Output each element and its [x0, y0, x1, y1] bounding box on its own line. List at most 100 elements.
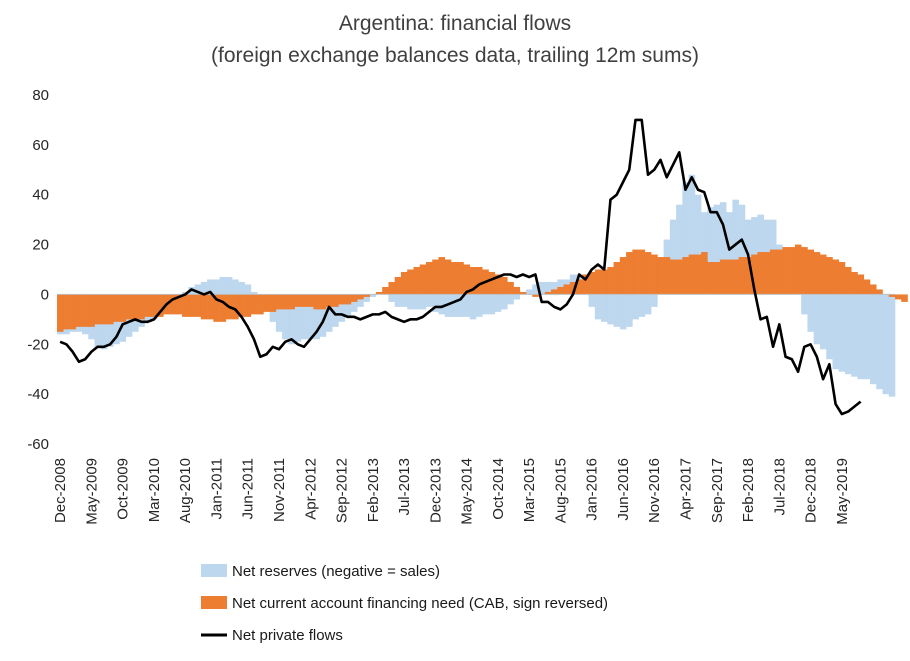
current-account-bar: [175, 294, 183, 315]
net-reserves-bar: [488, 294, 496, 315]
current-account-bar: [75, 294, 83, 327]
net-reserves-bar: [407, 294, 414, 310]
net-reserves-bar: [801, 294, 808, 315]
current-account-bar: [363, 294, 370, 297]
x-tick-label: Feb-2018: [740, 458, 757, 522]
net-reserves-bar: [400, 294, 408, 307]
current-account-bar: [688, 254, 696, 295]
net-reserves-bar: [863, 294, 871, 380]
current-account-bar: [282, 294, 289, 310]
net-reserves-bar: [526, 289, 533, 295]
x-tick-label: Jan-2016: [584, 458, 601, 521]
current-account-bar: [613, 262, 621, 295]
current-account-bar: [844, 267, 852, 295]
net-reserves-bar: [300, 294, 308, 340]
net-reserves-bar: [232, 279, 239, 295]
current-account-bar: [169, 294, 177, 315]
y-tick-label: 0: [41, 286, 49, 303]
y-tick-label: 80: [32, 87, 49, 104]
net-reserves-bar: [469, 294, 477, 320]
current-account-bar: [551, 289, 558, 295]
current-account-bar: [807, 249, 814, 295]
net-reserves-bar: [325, 294, 333, 332]
x-tick-label: May-2014: [459, 458, 476, 525]
net-reserves-bar: [307, 294, 314, 340]
current-account-bar: [382, 286, 389, 295]
current-account-bar: [694, 254, 702, 295]
legend: Net reserves (negative = sales) Net curr…: [201, 563, 608, 644]
current-account-bar: [188, 294, 195, 317]
current-account-bar: [313, 294, 320, 310]
current-account-bar: [232, 294, 239, 320]
x-tick-label: Dec-2013: [427, 458, 444, 523]
current-account-bar: [469, 267, 477, 295]
net-reserves-bar: [819, 294, 827, 350]
net-reserves-bar: [876, 294, 883, 390]
net-reserves-bar: [294, 294, 302, 342]
current-account-bar: [501, 276, 508, 295]
current-account-bar: [682, 257, 689, 295]
net-private-flows-line: [59, 118, 862, 416]
current-account-bar: [344, 294, 352, 305]
net-reserves-bar: [538, 281, 546, 295]
y-tick-label: 20: [32, 237, 49, 254]
net-reserves-bar: [694, 194, 702, 295]
x-tick-label: Jun-2016: [615, 458, 632, 521]
net-reserves-bar: [425, 294, 433, 307]
current-account-bar: [794, 244, 802, 295]
current-account-bar: [707, 262, 714, 295]
current-account-bar: [300, 294, 308, 307]
net-reserves-bar: [832, 294, 840, 370]
net-reserves-bar: [394, 294, 402, 307]
current-account-bar: [488, 271, 496, 295]
net-reserves-bar: [851, 294, 858, 377]
current-account-bar: [507, 281, 514, 295]
x-tick-label: Sep-2017: [709, 458, 726, 523]
net-reserves-bar: [507, 294, 514, 305]
current-account-bar: [513, 286, 521, 295]
current-account-bar: [476, 267, 483, 295]
current-account-bar: [244, 294, 252, 317]
net-reserves-bar: [501, 294, 508, 310]
x-tick-label: Dec-2018: [803, 458, 820, 523]
net-reserves-bar: [438, 294, 446, 315]
current-account-bar: [544, 291, 552, 295]
current-account-bar: [457, 262, 464, 295]
current-account-bar: [782, 247, 789, 295]
current-account-bar: [669, 259, 677, 295]
x-tick-label: Nov-2016: [646, 458, 663, 523]
net-reserves-bar: [313, 294, 320, 340]
current-account-bar: [732, 259, 739, 295]
net-reserves-bar: [713, 204, 721, 295]
legend-label-net-reserves: Net reserves (negative = sales): [232, 563, 440, 580]
x-tick-label: Aug-2010: [177, 458, 194, 523]
current-account-bar: [532, 294, 539, 297]
current-account-bar: [213, 294, 220, 322]
current-account-bar: [801, 247, 808, 295]
current-account-bar: [250, 294, 258, 315]
line-layer: [59, 118, 862, 416]
current-account-bar: [332, 294, 339, 307]
current-account-bar: [294, 294, 302, 307]
current-account-bar: [582, 274, 589, 295]
current-account-bar: [388, 281, 395, 295]
net-reserves-bar: [432, 294, 439, 312]
net-reserves-bar: [638, 294, 646, 317]
current-account-bar: [619, 257, 627, 295]
net-reserves-bar: [682, 182, 689, 295]
net-reserves-bar: [413, 294, 421, 310]
y-axis-tick-labels: -60 -40 -20 0 20 40 60 80: [27, 87, 49, 453]
x-tick-label: May-2009: [83, 458, 100, 525]
current-account-bar: [338, 294, 345, 305]
current-account-bar: [207, 294, 214, 320]
x-tick-label: Mar-2015: [521, 458, 538, 522]
current-account-bar: [494, 274, 502, 295]
current-account-bar: [657, 257, 664, 295]
current-account-bar: [719, 259, 727, 295]
current-account-bar: [713, 262, 721, 295]
current-account-bar: [119, 294, 127, 322]
net-reserves-bar: [450, 294, 458, 317]
net-reserves-bar: [457, 294, 464, 317]
current-account-bar: [738, 257, 746, 295]
current-account-bar: [200, 294, 208, 320]
